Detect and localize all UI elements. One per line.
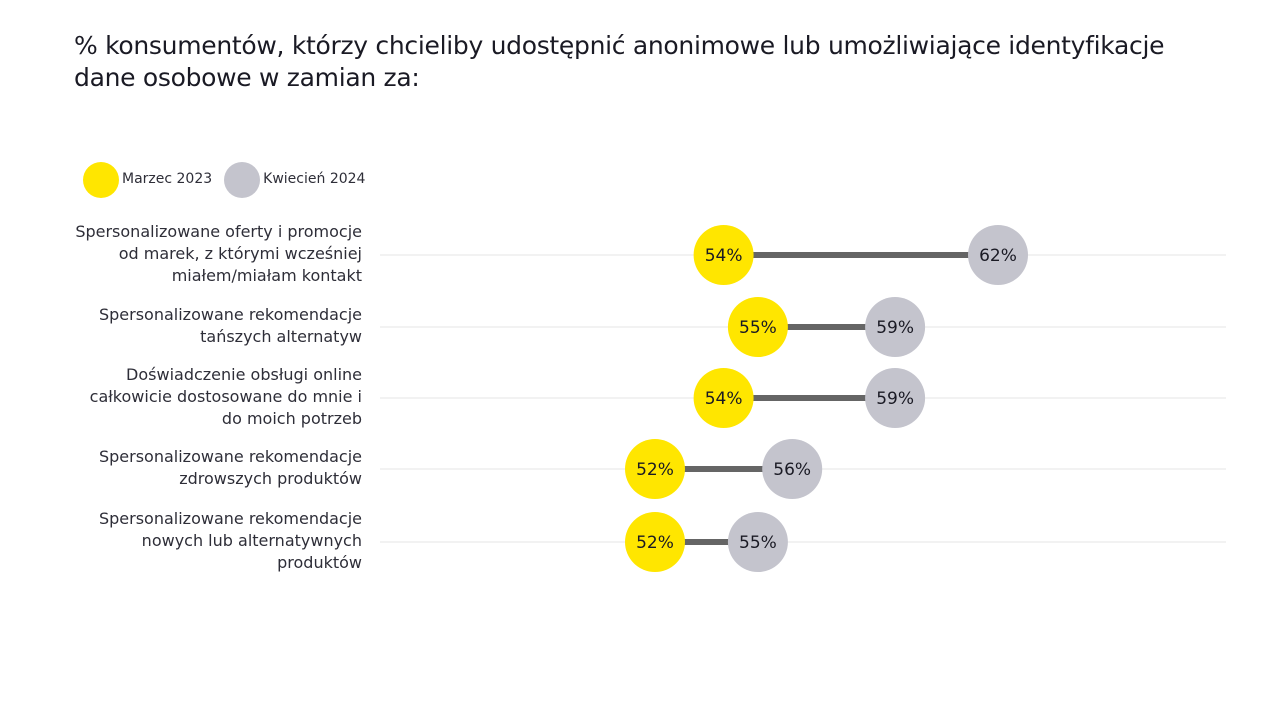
data-label-kwiecien-2024: 55%: [739, 533, 777, 553]
data-label-marzec-2023: 54%: [705, 389, 743, 409]
legend-label: Marzec 2023: [122, 171, 213, 187]
data-label-marzec-2023: 52%: [636, 533, 674, 553]
category-label-line: miałem/miałam kontakt: [171, 266, 362, 285]
category-label-line: zdrowszych produktów: [179, 469, 362, 488]
legend-swatch-gray: [224, 162, 261, 198]
chart-title: % konsumentów, którzy chcieliby udostępn…: [74, 31, 1165, 92]
category-label: Spersonalizowane rekomendacje zdrowszych …: [32, 446, 362, 490]
legend-swatch-yellow: [83, 162, 119, 198]
legend-item-kwiecien-2024: Kwiecień 2024: [224, 162, 365, 198]
category-label-line: od marek, z którymi wcześniej: [118, 244, 362, 263]
data-label-marzec-2023: 55%: [739, 318, 777, 338]
dot-marzec-2023: [693, 368, 754, 428]
dot-kwiecien-2024: [865, 297, 926, 357]
dot-kwiecien-2024: [865, 368, 926, 428]
dot-marzec-2023: [625, 512, 685, 572]
category-label-line: Spersonalizowane oferty i promocje: [75, 222, 362, 241]
category-label-line: do moich potrzeb: [221, 409, 362, 428]
dot-marzec-2023: [693, 225, 754, 285]
data-label-kwiecien-2024: 59%: [876, 318, 914, 338]
category-label: Spersonalizowane oferty i promocje od mar…: [32, 221, 362, 287]
dot-kwiecien-2024: [762, 439, 823, 499]
data-label-marzec-2023: 54%: [705, 246, 743, 266]
data-label-kwiecien-2024: 62%: [979, 246, 1017, 266]
category-label-line: tańszych alternatyw: [200, 327, 362, 346]
legend-label: Kwiecień 2024: [263, 171, 366, 187]
data-label-kwiecien-2024: 56%: [773, 460, 811, 480]
category-label-line: Spersonalizowane rekomendacje: [98, 447, 362, 466]
dot-marzec-2023: [625, 439, 685, 499]
dot-kwiecien-2024: [727, 512, 788, 572]
legend-item-marzec-2023: Marzec 2023: [83, 162, 212, 198]
category-label-line: nowych lub alternatywnych: [141, 531, 362, 550]
category-label: Doświadczenie obsługi online całkowicie d…: [32, 364, 362, 430]
category-label-line: całkowicie dostosowane do mnie i: [89, 387, 362, 406]
category-label: Spersonalizowane rekomendacje nowych lub …: [32, 508, 362, 574]
category-label-line: Spersonalizowane rekomendacje: [98, 305, 362, 324]
category-label-line: Doświadczenie obsługi online: [126, 365, 362, 384]
category-label-line: Spersonalizowane rekomendacje: [98, 509, 362, 528]
category-label-line: produktów: [277, 553, 362, 572]
data-label-marzec-2023: 52%: [636, 460, 674, 480]
dot-kwiecien-2024: [968, 225, 1028, 285]
legend: Marzec 2023 Kwiecień 2024: [83, 162, 377, 198]
dot-marzec-2023: [727, 297, 788, 357]
data-label-kwiecien-2024: 59%: [876, 389, 914, 409]
category-label: Spersonalizowane rekomendacje tańszych al…: [32, 304, 362, 348]
